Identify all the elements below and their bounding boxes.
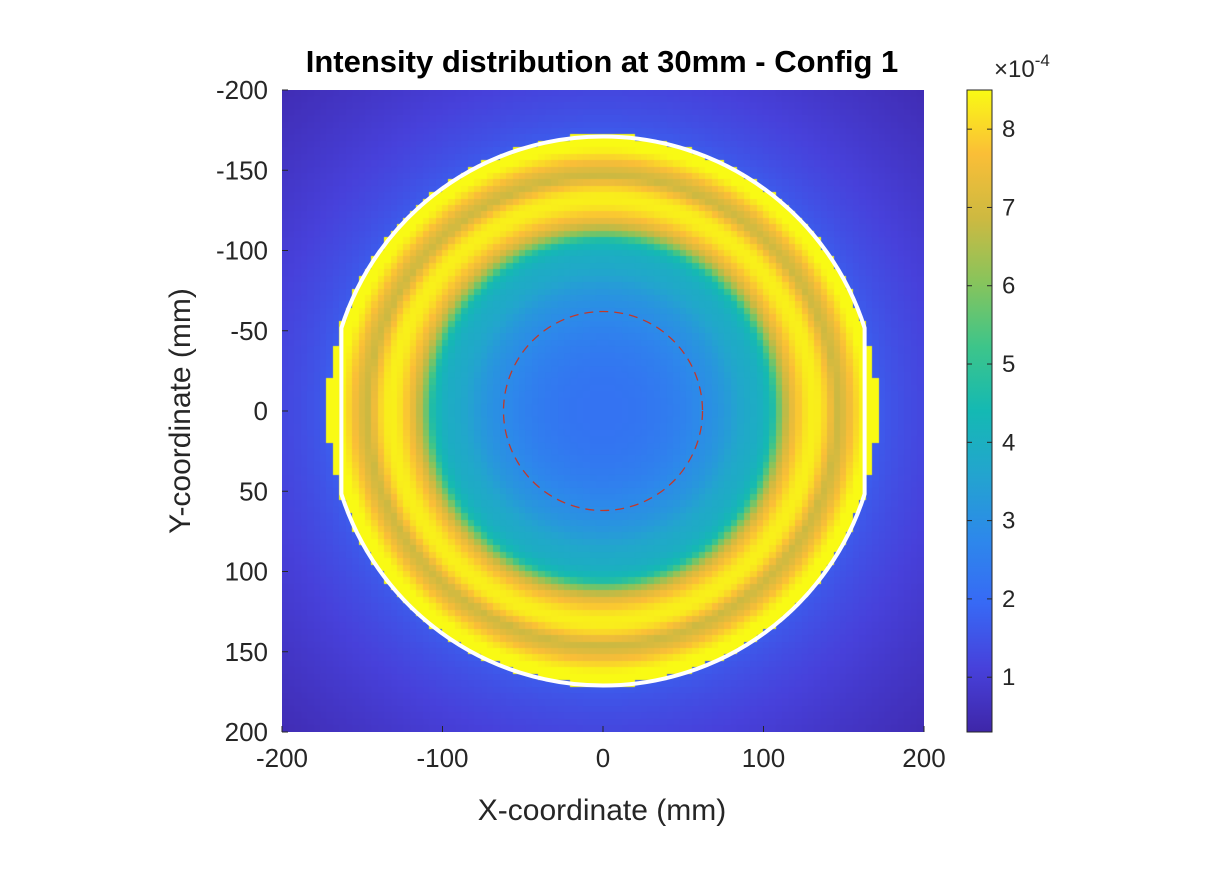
colorbar-tick-label: 1 xyxy=(1002,664,1015,691)
colorbar-tick-label: 4 xyxy=(1002,429,1015,456)
colorbar-exponent: ×10-4 xyxy=(994,51,1050,83)
colorbar-tick-label: 5 xyxy=(1002,351,1015,378)
y-tick-label: 200 xyxy=(225,717,268,747)
x-tick-label: 0 xyxy=(596,743,610,773)
x-tick-label: -200 xyxy=(256,743,308,773)
colorbar-ticks: 1 2 3 4 5 6 7 8 xyxy=(967,116,1015,691)
colorbar-gradient xyxy=(966,89,993,733)
x-axis-label: X-coordinate (mm) xyxy=(478,794,726,827)
y-tick-label: 50 xyxy=(239,476,268,506)
plot-area xyxy=(282,90,924,732)
x-tick-label: 100 xyxy=(742,743,785,773)
y-tick-label: -100 xyxy=(216,236,268,266)
aperture-boundary xyxy=(339,134,867,688)
colorbar-exponent-base: ×10 xyxy=(994,56,1035,83)
x-tick-label: 200 xyxy=(902,743,945,773)
chart-title: Intensity distribution at 30mm - Config … xyxy=(306,44,898,79)
heatmap-container xyxy=(282,90,924,732)
y-tick-label: 0 xyxy=(254,396,268,426)
y-tick-label: 150 xyxy=(225,637,268,667)
y-tick-label: 100 xyxy=(225,557,268,587)
colorbar-tick-label: 6 xyxy=(1002,273,1015,300)
y-axis-label: Y-coordinate (mm) xyxy=(164,288,197,534)
y-tick-label: -150 xyxy=(216,155,268,185)
x-tick-label: -100 xyxy=(416,743,468,773)
colorbar-tick-label: 2 xyxy=(1002,586,1015,613)
colorbar-tick-label: 7 xyxy=(1002,194,1015,221)
inner-reference-circle xyxy=(502,310,704,512)
colorbar: 1 2 3 4 5 6 7 8 ×10-4 xyxy=(966,51,1050,733)
y-tick-label: -50 xyxy=(230,316,268,346)
y-tick-label: -200 xyxy=(216,75,268,105)
colorbar-exponent-power: -4 xyxy=(1035,51,1050,70)
x-axis: -200 -100 0 100 200 xyxy=(256,726,946,773)
heatmap-cells xyxy=(282,90,924,732)
colorbar-tick-label: 3 xyxy=(1002,508,1015,535)
y-axis: -200 -150 -100 -50 0 50 100 150 200 xyxy=(216,75,288,747)
colorbar-tick-label: 8 xyxy=(1002,116,1015,143)
